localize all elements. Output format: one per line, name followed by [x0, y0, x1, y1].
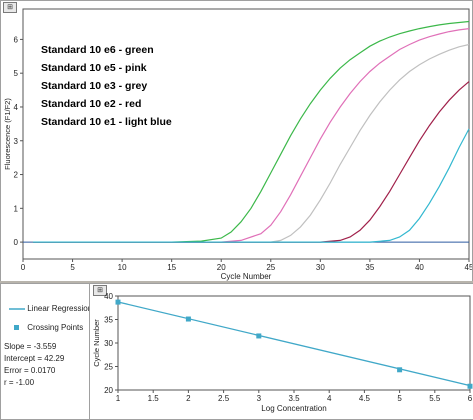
x-tick-label: 5	[397, 394, 402, 403]
crossing-point	[397, 367, 403, 373]
standard-label-5: Standard 10 e1 - light blue	[41, 116, 172, 128]
x-tick-label: 25	[266, 263, 275, 272]
x-axis-title: Cycle Number	[221, 272, 272, 281]
x-tick-label: 30	[316, 263, 325, 272]
x-tick-label: 45	[465, 263, 472, 272]
stat-intercept: Intercept = 42.29	[4, 354, 65, 363]
chart-menu-icon[interactable]: ⊞	[93, 285, 107, 296]
legend-marker-swatch	[14, 324, 19, 330]
x-tick-label: 2.5	[218, 394, 230, 403]
x-tick-label: 4.5	[359, 394, 371, 403]
x-tick-label: 4	[327, 394, 332, 403]
crossing-point	[115, 299, 121, 305]
amplification-curve-5	[32, 128, 470, 243]
amplification-curve-2	[32, 28, 470, 243]
y-tick-label: 30	[104, 339, 113, 348]
x-axis-title: Log Concentration	[261, 404, 326, 413]
regression-line	[117, 301, 471, 387]
chart-menu-icon[interactable]: ⊞	[3, 2, 17, 13]
legend-label: Crossing Points	[27, 323, 84, 332]
y-tick-label: 35	[104, 316, 113, 325]
y-tick-label: 6	[14, 35, 19, 44]
x-tick-label: 5.5	[429, 394, 441, 403]
standard-curve-panel: Linear Regression Crossing Points Slope …	[0, 283, 473, 420]
x-tick-label: 3	[257, 394, 262, 403]
x-tick-label: 20	[217, 263, 226, 272]
amplification-panel: ⊞ 0 5 10 15 20 25 30 35 40 45 0 1 2 3 4 5 6 Cycle Number F…	[0, 0, 473, 282]
crossing-point	[256, 333, 262, 339]
x-tick-label: 35	[365, 263, 374, 272]
standard-label-1: Standard 10 e6 - green	[41, 44, 154, 56]
y-tick-label: 2	[14, 171, 19, 180]
legend-linear-regression: Linear Regression	[9, 304, 92, 313]
stat-error: Error = 0.0170	[4, 366, 56, 375]
standard-label-2: Standard 10 e5 - pink	[41, 62, 147, 74]
y-axis-title: Cycle Number	[92, 319, 101, 367]
y-tick-label: 25	[104, 363, 113, 372]
y-tick-label: 0	[14, 238, 19, 247]
plot-frame	[117, 295, 471, 391]
standard-curve-chart: 1 1.5 2 2.5 3 3.5 4 4.5 5 5.5 6 20 25 30 35 40 Log Conce…	[92, 292, 473, 413]
x-tick-label: 1	[116, 394, 121, 403]
standard-label-3: Standard 10 e3 - grey	[41, 80, 147, 92]
y-tick-label: 3	[14, 137, 19, 146]
y-axis-title: Fluorescence (F1/F2)	[3, 98, 12, 170]
amplification-curve-1	[32, 20, 470, 243]
x-tick-label: 3.5	[288, 394, 300, 403]
y-tick-label: 1	[14, 204, 19, 213]
y-tick-label: 5	[14, 69, 19, 78]
crossing-point	[185, 316, 191, 322]
y-tick-label: 20	[104, 386, 113, 395]
x-tick-label: 40	[415, 263, 424, 272]
x-tick-label: 1.5	[148, 394, 160, 403]
standard-curve-area: ⊞ 1 1.5 2 2.5 3 3.5 4 4.5 5 5.5 6 20 25 30 35 40 Log Con…	[89, 284, 473, 419]
y-tick-label: 4	[14, 103, 19, 112]
x-tick-label: 0	[21, 263, 26, 272]
x-tick-label: 10	[118, 263, 127, 272]
legend-crossing-points: Crossing Points	[9, 323, 83, 332]
crossing-point	[467, 383, 473, 389]
x-tick-label: 6	[468, 394, 473, 403]
stat-slope: Slope = -3.559	[4, 342, 57, 351]
stat-r: r = -1.00	[4, 378, 35, 387]
legend-label: Linear Regression	[27, 304, 93, 313]
x-tick-label: 2	[186, 394, 191, 403]
standard-label-4: Standard 10 e2 - red	[41, 98, 141, 110]
plot-frame	[22, 8, 470, 260]
x-tick-label: 5	[70, 263, 75, 272]
y-tick-label: 40	[104, 292, 113, 301]
legend-line-swatch	[9, 308, 25, 310]
x-tick-label: 15	[167, 263, 176, 272]
